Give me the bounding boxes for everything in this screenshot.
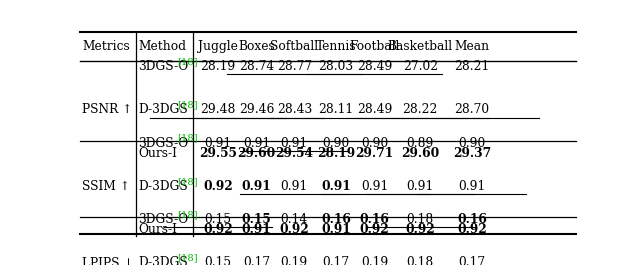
Text: [18]: [18] bbox=[177, 177, 197, 186]
Text: 0.92: 0.92 bbox=[203, 223, 233, 236]
Text: 0.89: 0.89 bbox=[406, 136, 434, 149]
Text: 28.43: 28.43 bbox=[276, 103, 312, 116]
Text: 0.14: 0.14 bbox=[281, 213, 308, 226]
Text: 0.91: 0.91 bbox=[242, 180, 271, 193]
Text: SSIM ↑: SSIM ↑ bbox=[83, 180, 131, 193]
Text: 0.17: 0.17 bbox=[243, 257, 270, 265]
Text: 0.18: 0.18 bbox=[406, 213, 434, 226]
Text: 0.90: 0.90 bbox=[361, 136, 388, 149]
Text: [18]: [18] bbox=[177, 133, 197, 142]
Text: Ours-I: Ours-I bbox=[138, 223, 177, 236]
Text: PSNR ↑: PSNR ↑ bbox=[83, 103, 133, 116]
Text: 0.91: 0.91 bbox=[281, 136, 308, 149]
Text: 0.92: 0.92 bbox=[360, 223, 390, 236]
Text: 28.03: 28.03 bbox=[318, 60, 353, 73]
Text: 0.91: 0.91 bbox=[406, 180, 434, 193]
Text: 0.15: 0.15 bbox=[242, 213, 271, 226]
Text: Basketball: Basketball bbox=[388, 39, 453, 52]
Text: 29.71: 29.71 bbox=[355, 147, 394, 160]
Text: 0.91: 0.91 bbox=[204, 136, 232, 149]
Text: 0.92: 0.92 bbox=[203, 180, 233, 193]
Text: 0.91: 0.91 bbox=[243, 136, 270, 149]
Text: 28.70: 28.70 bbox=[454, 103, 490, 116]
Text: 29.46: 29.46 bbox=[239, 103, 275, 116]
Text: Tennis: Tennis bbox=[316, 39, 356, 52]
Text: 0.18: 0.18 bbox=[406, 257, 434, 265]
Text: 28.11: 28.11 bbox=[318, 103, 353, 116]
Text: Metrics: Metrics bbox=[83, 39, 130, 52]
Text: 29.48: 29.48 bbox=[200, 103, 236, 116]
Text: D-3DGS: D-3DGS bbox=[138, 180, 188, 193]
Text: 28.49: 28.49 bbox=[357, 103, 392, 116]
Text: 0.16: 0.16 bbox=[457, 213, 487, 226]
Text: 28.21: 28.21 bbox=[454, 60, 490, 73]
Text: 0.15: 0.15 bbox=[204, 213, 232, 226]
Text: 0.90: 0.90 bbox=[458, 136, 486, 149]
Text: 0.91: 0.91 bbox=[321, 223, 351, 236]
Text: 0.90: 0.90 bbox=[323, 136, 349, 149]
Text: 0.16: 0.16 bbox=[321, 213, 351, 226]
Text: [18]: [18] bbox=[177, 210, 197, 219]
Text: 28.19: 28.19 bbox=[317, 147, 355, 160]
Text: 28.19: 28.19 bbox=[200, 60, 236, 73]
Text: 29.54: 29.54 bbox=[275, 147, 313, 160]
Text: 28.22: 28.22 bbox=[403, 103, 438, 116]
Text: 29.37: 29.37 bbox=[452, 147, 491, 160]
Text: 0.16: 0.16 bbox=[360, 213, 390, 226]
Text: [18]: [18] bbox=[177, 57, 197, 66]
Text: 0.91: 0.91 bbox=[281, 180, 308, 193]
Text: 28.49: 28.49 bbox=[357, 60, 392, 73]
Text: 3DGS-O: 3DGS-O bbox=[138, 213, 189, 226]
Text: Boxes: Boxes bbox=[238, 39, 275, 52]
Text: Method: Method bbox=[138, 39, 186, 52]
Text: LPIPS ↓: LPIPS ↓ bbox=[83, 257, 134, 265]
Text: 0.19: 0.19 bbox=[281, 257, 308, 265]
Text: 0.91: 0.91 bbox=[458, 180, 486, 193]
Text: 29.60: 29.60 bbox=[401, 147, 440, 160]
Text: 0.91: 0.91 bbox=[321, 180, 351, 193]
Text: Football: Football bbox=[349, 39, 400, 52]
Text: 3DGS-O: 3DGS-O bbox=[138, 136, 189, 149]
Text: 28.74: 28.74 bbox=[239, 60, 274, 73]
Text: Softball: Softball bbox=[270, 39, 318, 52]
Text: 0.91: 0.91 bbox=[361, 180, 388, 193]
Text: 0.17: 0.17 bbox=[323, 257, 349, 265]
Text: 28.77: 28.77 bbox=[276, 60, 312, 73]
Text: Juggle: Juggle bbox=[198, 39, 238, 52]
Text: [18]: [18] bbox=[177, 100, 197, 109]
Text: 0.17: 0.17 bbox=[458, 257, 485, 265]
Text: 0.91: 0.91 bbox=[242, 223, 271, 236]
Text: Mean: Mean bbox=[454, 39, 490, 52]
Text: 29.60: 29.60 bbox=[237, 147, 276, 160]
Text: 0.92: 0.92 bbox=[405, 223, 435, 236]
Text: 0.15: 0.15 bbox=[204, 257, 232, 265]
Text: 29.55: 29.55 bbox=[199, 147, 237, 160]
Text: 0.92: 0.92 bbox=[457, 223, 486, 236]
Text: 27.02: 27.02 bbox=[403, 60, 438, 73]
Text: 0.92: 0.92 bbox=[280, 223, 309, 236]
Text: 0.19: 0.19 bbox=[361, 257, 388, 265]
Text: [18]: [18] bbox=[177, 253, 197, 262]
Text: D-3DGS: D-3DGS bbox=[138, 103, 188, 116]
Text: Ours-I: Ours-I bbox=[138, 147, 177, 160]
Text: D-3DGS: D-3DGS bbox=[138, 257, 188, 265]
Text: 3DGS-O: 3DGS-O bbox=[138, 60, 189, 73]
